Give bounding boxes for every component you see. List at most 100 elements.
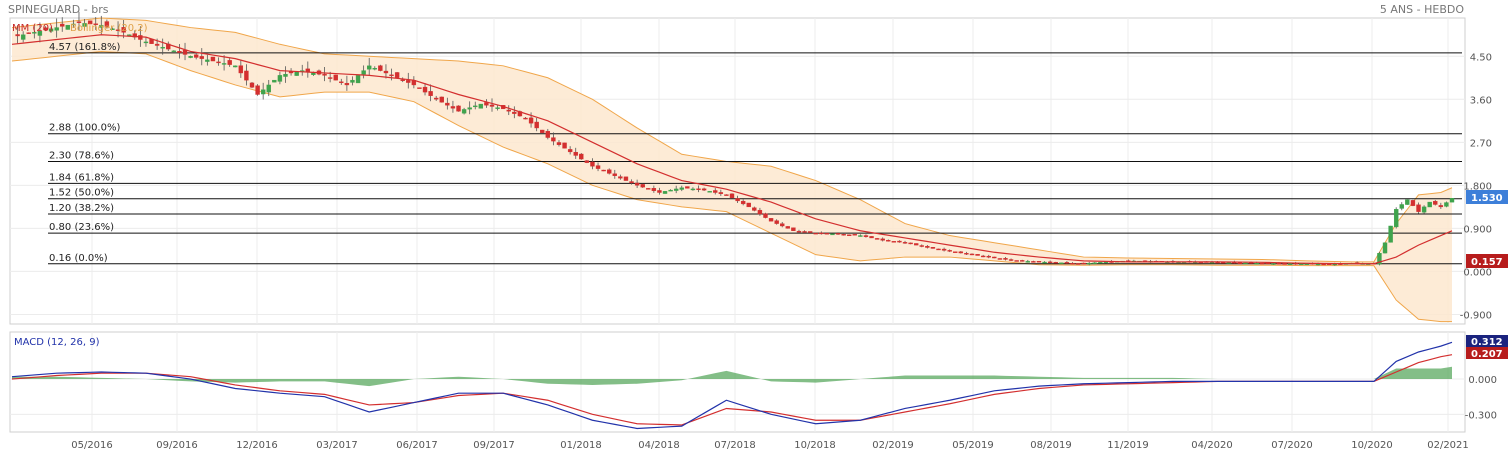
candle-body [1299, 263, 1304, 265]
candle-body [992, 256, 997, 259]
y-axis-ticks: 4.50 3.60 2.70 1.800 0.900 0.000 -0.900 0.000 -0… [1460, 52, 1497, 421]
candle-body [852, 234, 857, 236]
macd-badge [1466, 335, 1508, 347]
candle-body [746, 202, 751, 208]
candle-body [1449, 198, 1455, 203]
candle-body [1092, 262, 1097, 264]
candle-body [104, 21, 110, 28]
candle-body [607, 169, 612, 174]
candle-body [467, 107, 472, 110]
candle-body [87, 20, 93, 25]
candle-body [752, 207, 757, 211]
candle-body [160, 47, 165, 49]
last-price-value: 1.530 [1471, 193, 1503, 204]
candle-body [629, 181, 634, 184]
candle-body [339, 81, 344, 83]
candle-body [701, 188, 707, 191]
candle-body [1003, 258, 1008, 260]
macd-lines [11, 341, 1453, 430]
candle-body [193, 54, 199, 58]
candle-body [406, 80, 411, 83]
y-tick-label: 0.000 [1463, 267, 1492, 278]
chart-title: SPINEGUARD - brs [8, 3, 109, 16]
candle-body [188, 56, 193, 58]
candle-body [791, 227, 796, 231]
fibonacci-label: 2.88 (100.0%) [49, 123, 120, 134]
candle-body [534, 121, 539, 129]
candle-body [1042, 261, 1047, 264]
candle-body [1405, 199, 1410, 205]
macd-histogram [12, 366, 1452, 387]
candle-body [601, 169, 606, 172]
candle-body [1059, 262, 1064, 264]
candle-body [1444, 202, 1449, 207]
candle-body [15, 34, 20, 37]
candle-body [780, 223, 785, 227]
signal-value: 0.207 [1471, 349, 1503, 360]
candle-body [908, 242, 913, 245]
candle-body [886, 240, 891, 242]
fibonacci-label: 0.16 (0.0%) [49, 253, 108, 264]
candle-body [891, 241, 897, 243]
candle-body [729, 193, 735, 199]
candle-body [1287, 263, 1293, 265]
candle-body [99, 24, 104, 28]
candle-body [835, 233, 841, 235]
candle-body [244, 70, 249, 81]
candle-body [969, 253, 975, 256]
x-tick-label: 07/2020 [1271, 440, 1313, 451]
candle-body [305, 68, 311, 72]
candle-body [456, 105, 461, 112]
bollinger-fill [12, 18, 1452, 322]
candle-body [690, 188, 696, 191]
candle-body [997, 258, 1003, 260]
candle-body [1421, 206, 1427, 213]
candle-body [1075, 263, 1081, 265]
candle-body [1025, 261, 1031, 263]
candle-body [389, 74, 394, 77]
candle-body [43, 27, 48, 31]
x-axis-ticks: 05/2016 09/2016 12/2016 03/2017 06/2017 09/20… [71, 440, 1469, 451]
candle-body [439, 96, 444, 103]
candle-body [813, 232, 818, 235]
candle-body [824, 233, 830, 235]
x-tick-label: 09/2017 [473, 440, 515, 451]
candle-body [1260, 262, 1265, 265]
candle-body [679, 187, 684, 190]
candle-body [847, 234, 852, 236]
candle-body [143, 41, 149, 44]
candle-body [361, 70, 366, 75]
candle-body [874, 238, 880, 240]
candle-body [1047, 261, 1053, 264]
candle-body [740, 200, 746, 205]
y-tick-label: 3.60 [1470, 95, 1492, 106]
candle-body [964, 253, 969, 255]
candle-body [662, 191, 668, 194]
candle-body [266, 84, 271, 93]
x-tick-label: 10/2018 [794, 440, 836, 451]
fibonacci-levels: 4.57 (161.8%) 2.88 (100.0%) 2.30 (78.6%) 1.… [48, 42, 1462, 265]
candle-body [294, 71, 299, 76]
candle-body [551, 137, 556, 142]
candle-body [545, 130, 551, 138]
candle-body [1008, 259, 1014, 261]
legend-macd: MACD (12, 26, 9) [14, 337, 100, 348]
candle-body [65, 24, 71, 30]
candle-body [1098, 262, 1103, 264]
candle-body [445, 102, 450, 106]
candle-body [210, 56, 216, 62]
candle-body [1399, 204, 1404, 209]
candle-body [489, 104, 495, 107]
candle-body [20, 34, 26, 40]
candle-body [646, 188, 651, 190]
candle-body [980, 255, 986, 258]
candle-body [48, 28, 54, 32]
candle-body [249, 82, 255, 88]
candle-body [567, 149, 573, 153]
candle-body [32, 32, 37, 34]
candle-body [26, 32, 31, 34]
candle-body [171, 50, 177, 53]
candle-body [1304, 263, 1310, 265]
candle-body [1036, 261, 1042, 263]
candle-body [333, 74, 338, 81]
